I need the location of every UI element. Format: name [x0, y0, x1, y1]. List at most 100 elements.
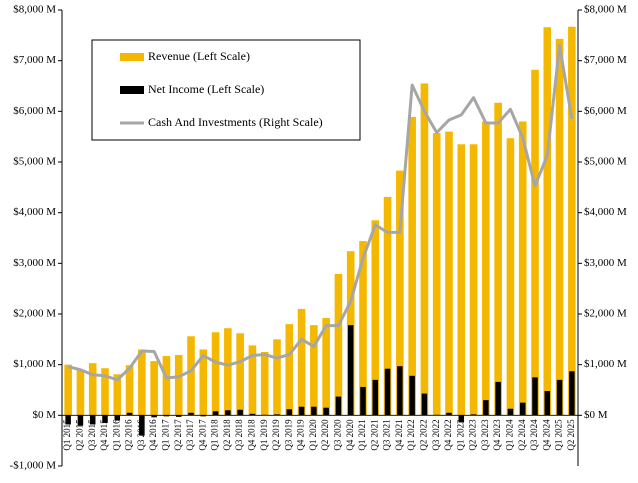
- bar: [297, 308, 306, 416]
- x-tick-label: Q3 2023: [480, 419, 490, 451]
- y-tick-label: -$1,000 M: [10, 460, 57, 472]
- x-tick-label: Q2 2016: [124, 419, 134, 451]
- bar: [174, 355, 183, 416]
- bar: [532, 377, 538, 416]
- bar: [347, 325, 354, 416]
- y-tick-label: $7,000 M: [13, 54, 56, 66]
- y2-tick-label: $6,000 M: [584, 105, 627, 117]
- bar: [114, 415, 121, 421]
- x-tick-label: Q3 2022: [431, 419, 441, 450]
- bar: [237, 409, 243, 416]
- x-tick-label: Q1 2024: [504, 419, 514, 451]
- x-tick-label: Q4 2018: [246, 419, 256, 451]
- bar: [483, 400, 489, 416]
- bar: [555, 38, 564, 416]
- x-tick-label: Q3 2017: [185, 419, 195, 451]
- x-tick-label: Q4 2020: [345, 419, 355, 451]
- x-tick-label: Q4 2022: [443, 419, 453, 450]
- y2-tick-label: $1,000 M: [584, 358, 627, 370]
- bar: [225, 410, 231, 416]
- bar: [188, 412, 194, 416]
- bar: [519, 402, 526, 416]
- bar: [273, 339, 281, 416]
- y-tick-label: $1,000 M: [13, 358, 56, 370]
- x-tick-label: Q4 2017: [197, 419, 207, 451]
- y2-tick-label: $0 M: [584, 409, 608, 421]
- y2-tick-label: $8,000 M: [584, 4, 627, 16]
- bar: [187, 336, 195, 416]
- bar: [384, 368, 391, 416]
- y-tick-label: $5,000 M: [13, 156, 56, 168]
- x-tick-label: Q3 2019: [283, 419, 293, 451]
- y-tick-label: $0 M: [32, 409, 56, 421]
- x-tick-label: Q3 2020: [332, 419, 342, 451]
- x-tick-label: Q3 2018: [234, 419, 244, 451]
- bar: [199, 349, 208, 416]
- bar: [506, 138, 515, 416]
- bar: [322, 318, 330, 416]
- x-tick-label: Q1 2021: [357, 419, 367, 450]
- x-tick-label: Q4 2021: [394, 419, 404, 450]
- legend-label: Revenue (Left Scale): [148, 49, 250, 63]
- bar: [150, 361, 158, 416]
- x-tick-label: Q2 2025: [566, 419, 576, 451]
- bar: [101, 368, 109, 416]
- bar: [162, 356, 171, 416]
- y-tick-label: $3,000 M: [13, 257, 56, 269]
- bar: [507, 408, 514, 416]
- bar: [126, 412, 133, 416]
- bar: [371, 220, 380, 416]
- bar: [212, 411, 219, 416]
- y-tick-label: $4,000 M: [13, 206, 56, 218]
- bar: [311, 406, 317, 416]
- bar: [420, 83, 429, 416]
- bar: [286, 409, 293, 416]
- bar: [408, 116, 416, 416]
- y-tick-label: $2,000 M: [13, 308, 56, 320]
- bar: [396, 170, 404, 416]
- bar: [568, 26, 576, 416]
- bar: [88, 363, 97, 416]
- bar: [285, 324, 294, 416]
- x-tick-label: Q2 2018: [222, 419, 232, 451]
- bar: [543, 27, 552, 416]
- bar: [211, 332, 220, 416]
- x-tick-label: Q1 2022: [406, 419, 416, 450]
- legend-swatch: [120, 86, 144, 94]
- y2-tick-label: $4,000 M: [584, 206, 627, 218]
- x-tick-label: Q3 2015: [87, 419, 97, 451]
- bar: [236, 333, 244, 416]
- bar: [457, 144, 466, 416]
- y2-tick-label: $5,000 M: [584, 156, 627, 168]
- legend-label: Cash And Investments (Right Scale): [148, 115, 323, 129]
- bar: [163, 415, 170, 417]
- x-tick-label: Q1 2017: [160, 419, 170, 451]
- bar: [89, 415, 96, 425]
- bar: [445, 131, 453, 416]
- bar: [113, 374, 122, 416]
- y2-tick-label: $7,000 M: [584, 54, 627, 66]
- bar: [274, 414, 280, 416]
- y-tick-label: $8,000 M: [13, 4, 56, 16]
- bar: [360, 386, 366, 416]
- x-tick-label: Q1 2018: [210, 419, 220, 451]
- bar: [65, 415, 71, 425]
- bar: [409, 375, 415, 416]
- x-tick-label: Q2 2015: [74, 419, 84, 451]
- bar: [421, 393, 428, 416]
- x-tick-label: Q2 2024: [517, 419, 527, 451]
- y-tick-label: $6,000 M: [13, 105, 56, 117]
- bar: [151, 415, 157, 418]
- bar: [139, 415, 145, 436]
- x-tick-label: Q1 2020: [308, 419, 318, 451]
- bar: [494, 102, 502, 416]
- bar: [125, 365, 134, 416]
- bar: [175, 415, 182, 417]
- x-tick-label: Q2 2020: [320, 419, 330, 451]
- x-tick-label: Q2 2021: [369, 419, 379, 450]
- bar: [544, 391, 551, 416]
- x-tick-label: Q3 2024: [529, 419, 539, 451]
- legend-label: Net Income (Left Scale): [148, 82, 264, 96]
- bar: [249, 413, 256, 416]
- x-tick-label: Q1 2023: [455, 419, 465, 451]
